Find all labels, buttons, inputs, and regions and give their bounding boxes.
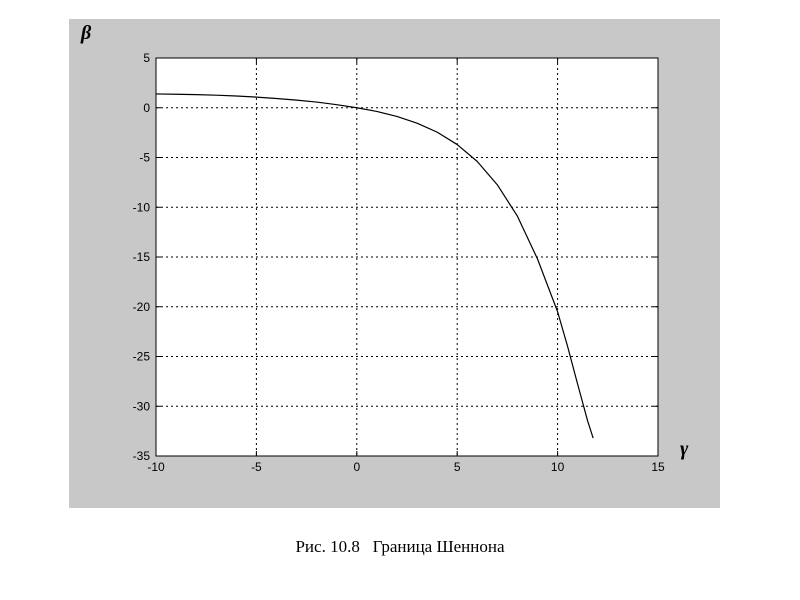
caption-spacer	[360, 537, 373, 556]
series-line	[155, 93, 594, 439]
y-tick-label: -20	[133, 300, 151, 314]
x-tick-label: -5	[251, 460, 262, 474]
grid	[156, 58, 658, 456]
x-tick-label: 10	[551, 460, 565, 474]
x-tick-label: -10	[147, 460, 165, 474]
y-tick-label: 0	[143, 101, 150, 115]
y-tick-label: -5	[139, 151, 150, 165]
y-tick-label: -35	[133, 449, 151, 463]
y-axis-label: β	[80, 22, 92, 44]
x-axis-label: γ	[680, 438, 689, 460]
figure-number: Рис. 10.8	[295, 537, 360, 556]
y-tick-label: -30	[133, 399, 151, 413]
tick-labels: -10 -5 0 5 10 15 5 0 -5 -10 -15 -20 -25 -30 -35	[133, 51, 665, 474]
figure-title: Граница Шеннона	[372, 537, 505, 556]
figure-panel: β γ -10 -5 0 5 10 15 5 0 -5 -10 -15 -20 -25 -30 -35	[69, 19, 720, 508]
chart: β γ -10 -5 0 5 10 15 5 0 -5 -10 -15 -20 -25 -30 -35	[80, 22, 689, 474]
plot-frame	[155, 57, 659, 457]
y-tick-label: -15	[133, 250, 151, 264]
y-tick-label: -10	[133, 200, 151, 214]
x-tick-label: 0	[353, 460, 360, 474]
y-tick-label: -25	[133, 350, 151, 364]
x-tick-label: 5	[454, 460, 461, 474]
x-tick-label: 15	[651, 460, 665, 474]
y-tick-label: 5	[143, 51, 150, 65]
figure-caption: Рис. 10.8 Граница Шеннона	[0, 537, 800, 557]
